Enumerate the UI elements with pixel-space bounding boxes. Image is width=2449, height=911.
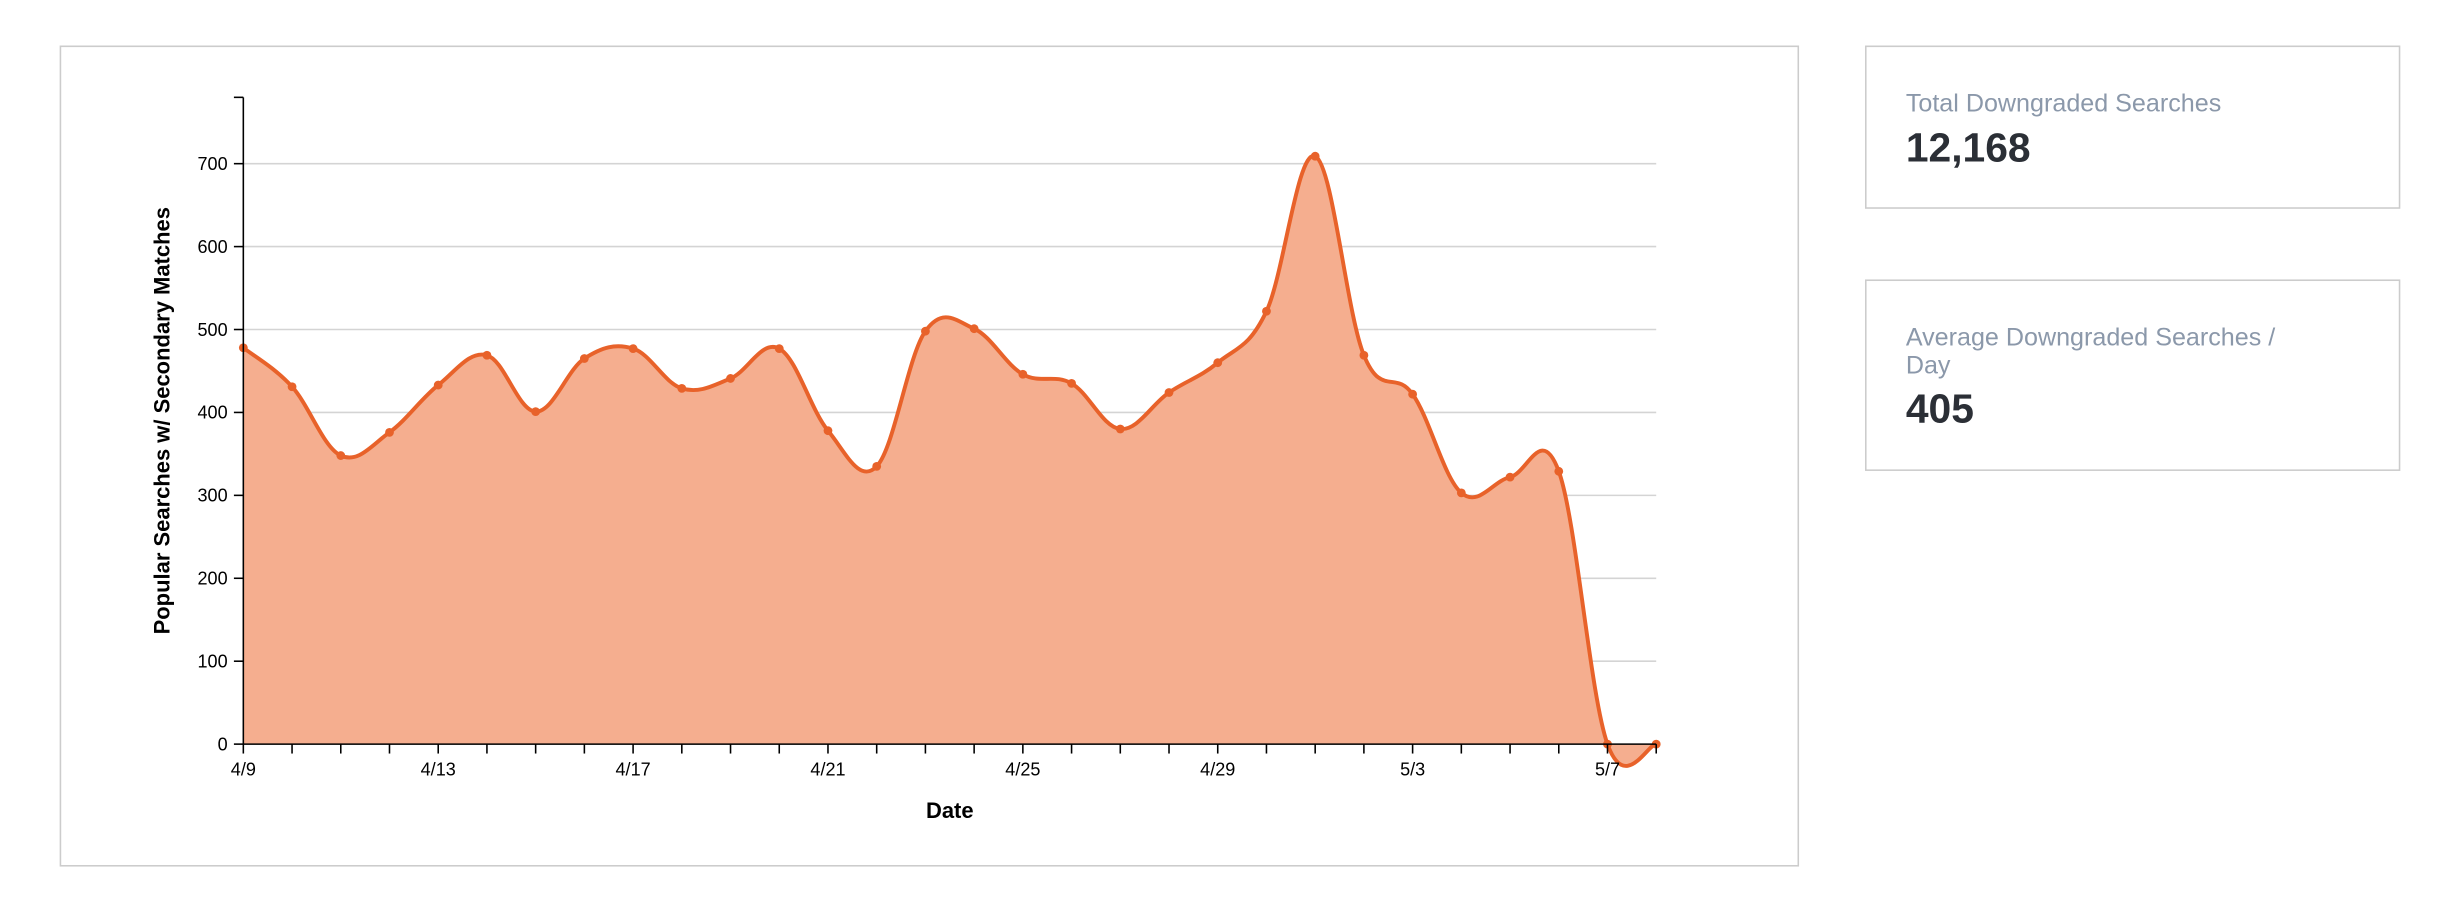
x-tick-label: 4/29	[1200, 760, 1235, 780]
point	[579, 354, 589, 363]
y-axis-title: Popular Searches w/ Secondary Matches	[150, 207, 175, 634]
point	[433, 380, 443, 390]
point	[1408, 389, 1418, 399]
y-tick-label: 500	[198, 320, 228, 340]
line	[242, 154, 1657, 768]
y-tick-label: 200	[198, 569, 228, 589]
point	[1213, 358, 1223, 368]
point	[1164, 388, 1174, 397]
x-tick-label: 4/17	[616, 760, 651, 780]
point	[531, 407, 541, 417]
card-value: 12,168	[1906, 125, 2031, 171]
point	[336, 451, 346, 460]
card	[1865, 45, 2401, 209]
point	[1554, 466, 1564, 476]
card	[1865, 279, 2401, 471]
card-value: 405	[1906, 385, 1974, 431]
x-tick-label: 4/21	[810, 760, 845, 780]
y-tick-label: 600	[198, 237, 228, 257]
point	[287, 382, 297, 392]
point	[969, 324, 979, 334]
point	[726, 374, 735, 383]
x-tick-label: 4/9	[231, 760, 256, 780]
point	[774, 344, 784, 353]
point	[1505, 472, 1515, 482]
y-tick-label: 0	[218, 734, 228, 754]
y-tick-label: 100	[198, 651, 228, 671]
x-tick-label: 5/3	[1400, 760, 1425, 780]
point	[921, 326, 930, 336]
card-label-part: Average Downgraded Searches /	[1906, 323, 2275, 351]
point	[1310, 151, 1320, 161]
point	[1115, 424, 1125, 434]
x-tick-label: 4/13	[421, 760, 456, 780]
card-label: Total Downgraded Searches	[1906, 89, 2221, 117]
point	[872, 461, 882, 471]
y-tick-label: 300	[198, 486, 228, 506]
point	[1018, 369, 1028, 379]
x-axis-title: Date	[926, 798, 974, 823]
area-fill	[243, 155, 1657, 766]
point	[677, 383, 687, 393]
point	[482, 350, 492, 360]
point	[1359, 350, 1369, 360]
point	[1456, 488, 1466, 498]
point	[1067, 379, 1076, 388]
x-tick-label: 5/7	[1595, 760, 1620, 780]
point	[823, 426, 833, 436]
y-tick-label: 400	[198, 403, 228, 423]
point	[628, 344, 638, 353]
card-label-part: Day	[1906, 352, 1951, 380]
point	[1262, 306, 1271, 316]
y-tick-label: 700	[198, 154, 228, 174]
card-label: Average Downgraded Searches / Day	[1906, 323, 2275, 379]
x-tick-label: 4/25	[1005, 760, 1040, 780]
point	[385, 427, 394, 437]
